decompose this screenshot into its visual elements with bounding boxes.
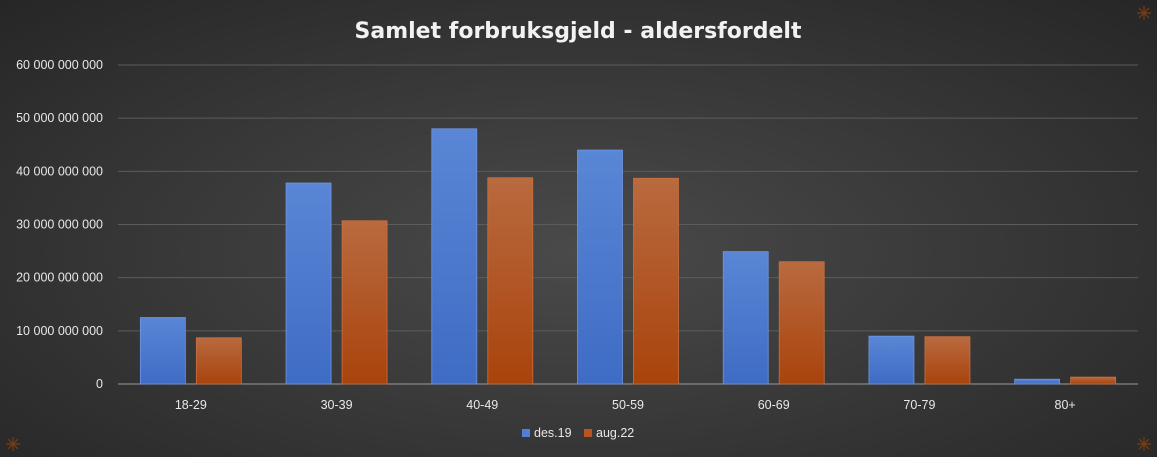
bar-des-19-60-69 [722, 251, 769, 385]
bar-aug-22-50-59 [633, 177, 679, 385]
y-tick-label: 20 000 000 000 [16, 271, 103, 285]
bar-aug-22-80+ [1070, 376, 1117, 385]
bar-des-19-18-29 [139, 317, 186, 385]
x-tick-label: 30-39 [321, 398, 353, 412]
x-tick-label: 50-59 [612, 398, 644, 412]
legend-label: des.19 [534, 426, 572, 440]
y-tick-label: 60 000 000 000 [16, 58, 103, 72]
bar-des-19-50-59 [577, 149, 623, 385]
corner-ornament-icon [1137, 437, 1151, 451]
corner-ornament-icon [6, 437, 20, 451]
y-tick-label: 30 000 000 000 [16, 218, 103, 232]
bar-aug-22-70-79 [924, 336, 971, 385]
bar-aug-22-18-29 [195, 337, 242, 385]
bar-aug-22-60-69 [778, 261, 825, 385]
x-tick-label: 18-29 [175, 398, 207, 412]
bar-des-19-70-79 [868, 335, 915, 385]
x-tick-label: 80+ [1055, 398, 1076, 412]
bar-aug-22-40-49 [487, 177, 534, 385]
bar-des-19-30-39 [285, 182, 332, 385]
y-tick-label: 50 000 000 000 [16, 111, 103, 125]
legend-swatch [522, 429, 530, 437]
gridlines [118, 64, 1138, 385]
y-tick-label: 40 000 000 000 [16, 164, 103, 178]
bar-des-19-80+ [1014, 378, 1061, 385]
bar-des-19-40-49 [431, 128, 478, 385]
y-tick-label: 0 [96, 377, 103, 391]
legend-swatch [584, 429, 592, 437]
x-tick-label: 40-49 [466, 398, 498, 412]
x-tick-label: 60-69 [758, 398, 790, 412]
chart-title: Samlet forbruksgjeld - aldersfordelt [355, 19, 802, 44]
y-axis-ticks: 0 10 000 000 000 20 000 000 000 30 000 000 … [16, 58, 103, 391]
bar-aug-22-30-39 [341, 220, 388, 385]
x-axis-ticks: 18-29 30-39 40-49 50-59 60-69 70-79 80+ [175, 398, 1076, 412]
corner-ornament-icon [1137, 6, 1151, 20]
x-tick-label: 70-79 [903, 398, 935, 412]
legend-label: aug.22 [596, 426, 634, 440]
y-tick-label: 10 000 000 000 [16, 324, 103, 338]
legend: des.19 aug.22 [522, 426, 634, 440]
bars [139, 128, 1117, 385]
